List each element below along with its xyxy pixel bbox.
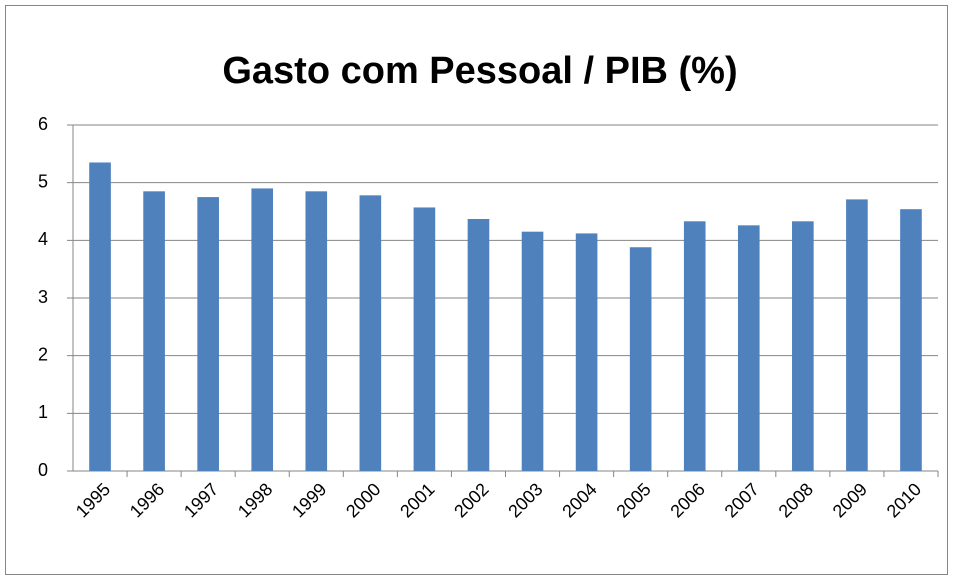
bar xyxy=(846,199,868,471)
y-tick-label: 1 xyxy=(38,402,48,422)
y-tick-label: 2 xyxy=(38,344,48,364)
bar xyxy=(143,191,165,472)
bar xyxy=(359,195,382,471)
bar xyxy=(251,188,274,471)
bar xyxy=(413,207,436,472)
y-tick-label: 5 xyxy=(38,171,48,191)
bar xyxy=(89,162,111,471)
bar xyxy=(737,225,760,471)
bar xyxy=(575,233,598,471)
y-tick-label: 6 xyxy=(38,114,48,134)
bar xyxy=(521,231,544,471)
bar xyxy=(467,218,490,471)
bar xyxy=(629,247,652,471)
y-tick-label: 0 xyxy=(38,460,48,480)
bar xyxy=(683,221,706,471)
bar xyxy=(792,221,814,471)
bar xyxy=(197,197,219,472)
bar xyxy=(305,191,328,472)
y-tick-label: 4 xyxy=(38,229,48,249)
y-tick-label: 3 xyxy=(38,287,48,307)
chart-title: Gasto com Pessoal / PIB (%) xyxy=(222,50,737,92)
bar xyxy=(900,209,922,471)
